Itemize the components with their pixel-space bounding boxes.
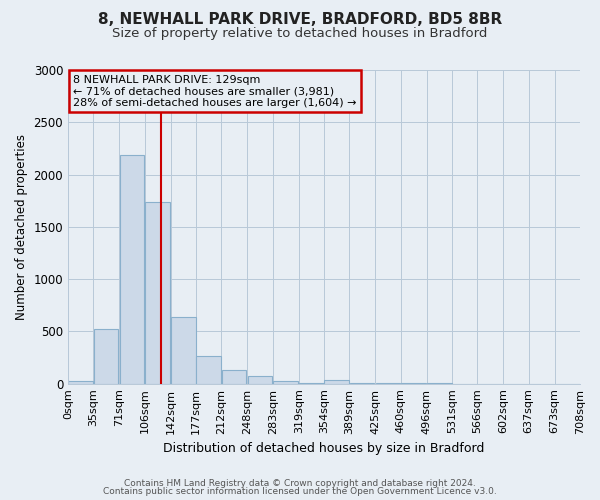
Bar	[68, 381, 93, 384]
Y-axis label: Number of detached properties: Number of detached properties	[15, 134, 28, 320]
Bar	[171, 317, 196, 384]
Bar	[221, 370, 247, 384]
Text: Size of property relative to detached houses in Bradford: Size of property relative to detached ho…	[112, 28, 488, 40]
Bar	[299, 382, 324, 384]
Text: 8 NEWHALL PARK DRIVE: 129sqm
← 71% of detached houses are smaller (3,981)
28% of: 8 NEWHALL PARK DRIVE: 129sqm ← 71% of de…	[73, 74, 356, 108]
Bar	[119, 154, 145, 384]
Text: Contains public sector information licensed under the Open Government Licence v3: Contains public sector information licen…	[103, 487, 497, 496]
Bar	[196, 356, 221, 384]
Bar	[145, 202, 170, 384]
Bar	[325, 380, 349, 384]
Bar	[273, 380, 298, 384]
Bar	[376, 383, 400, 384]
Bar	[350, 382, 374, 384]
Bar	[94, 330, 118, 384]
Text: Contains HM Land Registry data © Crown copyright and database right 2024.: Contains HM Land Registry data © Crown c…	[124, 478, 476, 488]
Bar	[248, 376, 272, 384]
Text: 8, NEWHALL PARK DRIVE, BRADFORD, BD5 8BR: 8, NEWHALL PARK DRIVE, BRADFORD, BD5 8BR	[98, 12, 502, 28]
X-axis label: Distribution of detached houses by size in Bradford: Distribution of detached houses by size …	[163, 442, 485, 455]
